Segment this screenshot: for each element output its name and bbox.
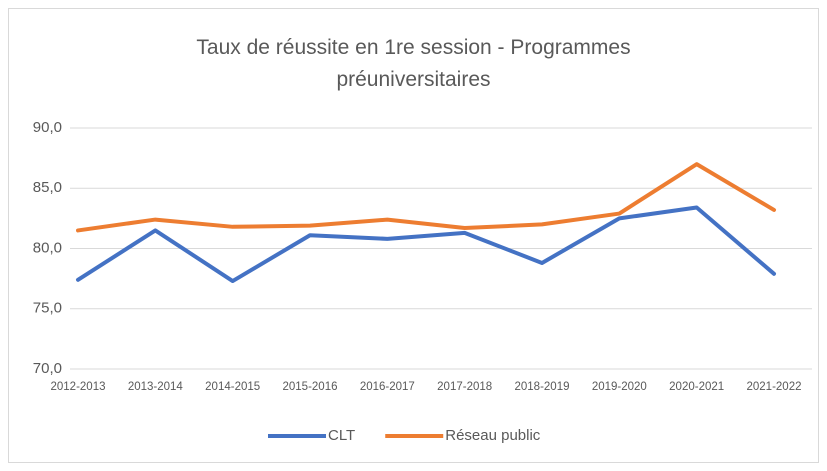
- chart-title: Taux de réussite en 1re session - Progra…: [196, 36, 631, 91]
- legend-label: CLT: [328, 427, 355, 444]
- x-tick-label: 2014-2015: [205, 381, 260, 393]
- x-tick-label: 2013-2014: [128, 381, 184, 393]
- y-tick-label: 75,0: [33, 300, 62, 317]
- x-tick-label: 2021-2022: [747, 381, 802, 393]
- legend-label: Réseau public: [445, 427, 541, 444]
- x-tick-label: 2015-2016: [283, 381, 338, 393]
- series-line: [76, 205, 776, 284]
- x-tick-label: 2016-2017: [360, 381, 415, 393]
- series-line: [76, 162, 776, 233]
- x-tick-label: 2012-2013: [51, 381, 106, 393]
- y-tick-label: 80,0: [33, 239, 62, 256]
- x-tick-label: 2017-2018: [437, 381, 492, 393]
- y-tick-label: 70,0: [33, 360, 62, 377]
- x-tick-label: 2020-2021: [669, 381, 724, 393]
- x-tick-label: 2018-2019: [515, 381, 570, 393]
- x-tick-label: 2019-2020: [592, 381, 647, 393]
- y-tick-label: 85,0: [33, 179, 62, 196]
- y-tick-label: 90,0: [33, 119, 62, 136]
